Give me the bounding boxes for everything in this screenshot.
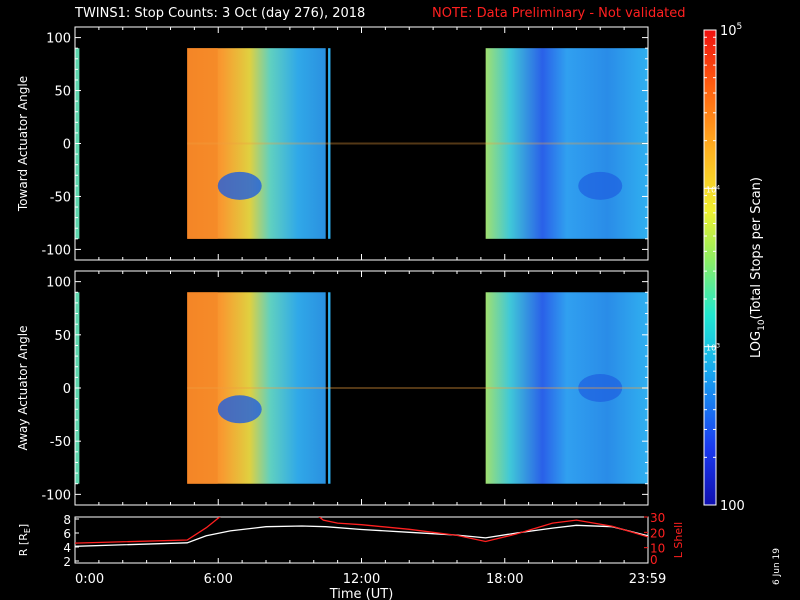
colorbar-tick-base: 10 (706, 185, 716, 194)
colorbar-tick-base: 10 (706, 344, 716, 353)
y-tick-label: -50 (50, 435, 71, 450)
y-left-tick-label: 2 (63, 555, 71, 569)
colorbar-label-sub: 10 (757, 319, 767, 331)
y-left-label-sub: E (23, 528, 32, 533)
data-block-hot (187, 48, 218, 239)
y-left-axis-label: R [RE] (17, 524, 32, 556)
y-tick-label: 100 (46, 276, 71, 291)
x-tick-label: 0:00 (75, 572, 104, 587)
y-tick-label: -100 (41, 243, 71, 258)
y-left-tick-label: 6 (63, 527, 71, 541)
y-tick-label: 0 (63, 138, 71, 153)
data-strip-late (328, 48, 331, 239)
plot-title: TWINS1: Stop Counts: 3 Oct (day 276), 20… (75, 6, 366, 21)
y-right-tick-label: 10 (650, 542, 665, 556)
colorbar-gradient (704, 30, 716, 505)
y-right-tick-label-zero: 0 (650, 553, 658, 567)
y-axis-label: Toward Actuator Angle (16, 76, 30, 212)
y-tick-label: -100 (41, 488, 71, 503)
y-tick-label: 50 (54, 85, 71, 100)
orbit-frame (74, 516, 649, 564)
y-tick-label: -50 (50, 190, 71, 205)
colorbar-tick-exp: 4 (716, 184, 720, 191)
low-count-patch (578, 171, 623, 200)
colorbar-tick-base: 100 (720, 499, 745, 514)
x-tick-label: 6:00 (204, 572, 233, 587)
title-row: TWINS1: Stop Counts: 3 Oct (day 276), 20… (0, 2, 800, 24)
away-heatmap-panel: -100 -50 0 50 100 Away Actuator Angle (16, 270, 649, 506)
l-shell-series-line (75, 517, 648, 544)
colorbar-tick-exp: 5 (737, 22, 743, 32)
colorbar-tick-label: 103 (706, 343, 720, 353)
colorbar-tick-label: 105 (720, 22, 742, 39)
toward-heatmap-panel: -100 -50 0 50 100 Toward Actuator Angle (16, 26, 649, 261)
y-left-tick-label: 4 (63, 541, 71, 555)
colorbar-tick-label: 104 (706, 184, 720, 194)
r-series-line (75, 524, 648, 547)
preliminary-note: NOTE: Data Preliminary - Not validated (432, 6, 686, 21)
data-block-evening (485, 48, 648, 239)
colorbar-tick-exp: 3 (716, 343, 720, 350)
y-left-tick-label: 8 (63, 513, 71, 527)
x-tick-label: 23:59 (629, 572, 666, 587)
x-tick-label: 12:00 (343, 572, 380, 587)
y-right-tick-label: 30 (650, 511, 665, 525)
colorbar-tick-base: 10 (720, 24, 737, 39)
data-strip-late (328, 292, 331, 484)
y-tick-label: 0 (63, 382, 71, 397)
y-tick-label: 50 (54, 329, 71, 344)
low-count-patch (217, 171, 262, 200)
low-count-patch (578, 374, 623, 402)
y-left-label-part: R [R (17, 533, 30, 556)
colorbar-label-part: LOG (749, 331, 764, 358)
x-axis-label: Time (UT) (329, 587, 394, 600)
x-tick-label: 18:00 (486, 572, 523, 587)
colorbar-label: LOG10(Total Stops per Scan) (749, 177, 767, 358)
colorbar-label-rest: (Total Stops per Scan) (749, 177, 764, 319)
colorbar-tick-label: 100 (720, 499, 745, 514)
date-stamp: 6 Jun 19 (772, 548, 782, 585)
y-right-tick-label: 20 (650, 526, 665, 540)
low-count-patch (217, 395, 262, 424)
y-right-axis-label: L Shell (672, 522, 685, 558)
y-left-label-end: ] (17, 524, 30, 528)
data-block-hot (187, 292, 218, 484)
y-axis-label: Away Actuator Angle (16, 325, 30, 450)
y-tick-label: 100 (46, 32, 71, 47)
